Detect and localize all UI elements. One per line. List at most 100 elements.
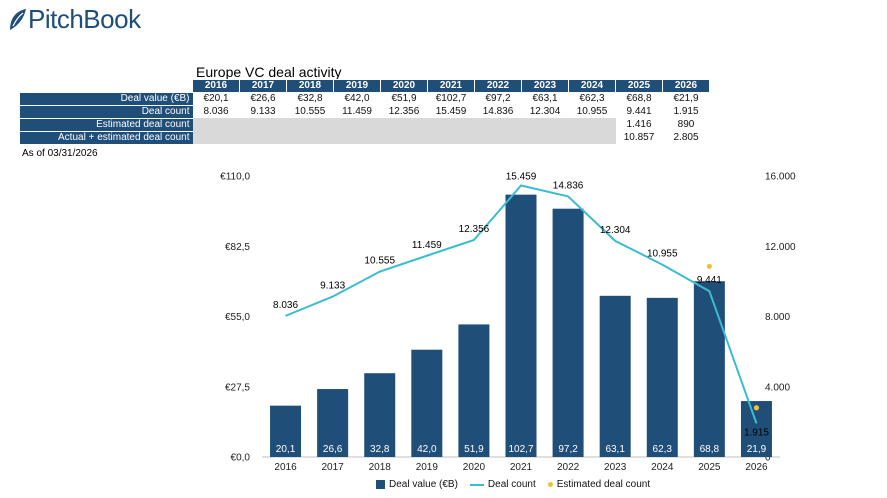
table-cell: €62,3	[568, 92, 616, 105]
right-axis-tick-label: 12.000	[765, 242, 796, 253]
row-label: Estimated deal count	[20, 118, 193, 132]
bar-value-label: 32,8	[370, 444, 390, 455]
table-cell: 10.857	[615, 131, 663, 144]
table-cell	[474, 118, 522, 131]
right-axis-tick-label: 4.000	[765, 382, 790, 393]
legend-label: Estimated deal count	[556, 479, 651, 490]
year-header: 2021	[427, 79, 475, 93]
line-value-label: 12.356	[459, 224, 490, 235]
year-header: 2026	[662, 79, 710, 93]
line-value-label: 14.836	[553, 180, 584, 191]
table-cell: 10.955	[568, 105, 616, 118]
table-cell	[474, 131, 522, 144]
bar-deal-value	[552, 208, 584, 457]
table-cell: €102,7	[427, 92, 475, 105]
scatter-point-estimated-deal-count	[706, 263, 712, 269]
row-label: Actual + estimated deal count	[20, 131, 193, 145]
summary-table: 2016 2017 2018 2019 2020 2021 2022 2023 …	[20, 79, 710, 145]
bar-value-label: 102,7	[508, 444, 533, 455]
table-cell: 2.805	[662, 131, 710, 144]
left-axis-tick-label: €27,5	[225, 382, 250, 393]
table-cell: 12.304	[521, 105, 569, 118]
as-of-date: As of 03/31/2026	[22, 148, 98, 159]
bar-deal-value	[364, 373, 396, 457]
legend-item-deal-count: Deal count	[469, 479, 536, 490]
table-cell: 1.915	[662, 105, 710, 118]
bar-swatch-icon	[376, 480, 385, 489]
bar-deal-value	[599, 295, 631, 457]
line-value-label: 1.915	[744, 427, 769, 438]
bar-deal-value	[505, 194, 537, 457]
row-label: Deal count	[20, 105, 193, 119]
table-cell: 11.459	[333, 105, 381, 118]
table-cell	[239, 118, 287, 131]
x-axis-tick-label: 2017	[322, 462, 345, 473]
table-cell: 10.555	[286, 105, 334, 118]
bar-value-label: 68,8	[700, 444, 720, 455]
table-cell: 8.036	[192, 105, 240, 118]
table-cell	[192, 131, 240, 144]
table-row: Deal count 8.036 9.133 10.555 11.459 12.356 15…	[20, 105, 710, 119]
table-cell	[427, 131, 475, 144]
pitchbook-leaf-icon	[10, 8, 26, 30]
bar-value-label: 26,6	[323, 444, 343, 455]
scatter-point-estimated-deal-count	[753, 405, 760, 411]
right-axis-tick-label: 8.000	[765, 312, 790, 323]
left-axis-tick-label: €55,0	[225, 312, 250, 323]
table-cell: €68,8	[615, 92, 663, 105]
bar-deal-value	[411, 349, 443, 457]
table-cell: €97,2	[474, 92, 522, 105]
line-value-label: 10.555	[364, 256, 395, 267]
x-axis-tick-label: 2018	[369, 462, 392, 473]
table-cell	[521, 131, 569, 144]
table-cell	[239, 131, 287, 144]
bar-value-label: 97,2	[558, 444, 578, 455]
line-value-label: 11.459	[412, 240, 442, 251]
bar-value-label: 62,3	[653, 444, 673, 455]
bar-deal-value	[646, 297, 678, 457]
table-row: Deal value (€B) €20,1 €26,6 €32,8 €42,0 €51,9…	[20, 92, 710, 106]
line-value-label: 10.955	[647, 249, 678, 260]
year-header: 2018	[286, 79, 334, 93]
bar-deal-value	[317, 389, 349, 457]
brand-name: PitchBook	[28, 4, 141, 34]
table-cell	[333, 131, 381, 144]
table-cell	[521, 118, 569, 131]
table-cell: €20,1	[192, 92, 240, 105]
bar-deal-value	[270, 405, 302, 457]
table-cell	[568, 118, 616, 131]
table-cell: €51,9	[380, 92, 428, 105]
right-axis-tick-label: 16.000	[765, 172, 796, 183]
right-axis-tick-label: 0	[765, 453, 771, 464]
table-cell: 1.416	[615, 118, 663, 131]
year-header: 2024	[568, 79, 616, 93]
table-cell: €42,0	[333, 92, 381, 105]
table-row: Estimated deal count 1.416 890	[20, 118, 710, 132]
left-axis-tick-label: €0,0	[231, 453, 251, 464]
bar-deal-value	[458, 324, 490, 457]
table-cell	[286, 131, 334, 144]
line-value-label: 12.304	[600, 225, 631, 236]
table-cell	[333, 118, 381, 131]
table-cell	[568, 131, 616, 144]
left-axis-tick-label: €82,5	[225, 242, 250, 253]
bar-value-label: 42,0	[417, 444, 437, 455]
table-cell	[427, 118, 475, 131]
x-axis-tick-label: 2022	[557, 462, 580, 473]
line-swatch-icon	[469, 483, 484, 486]
table-cell	[286, 118, 334, 131]
year-header: 2016	[192, 79, 240, 93]
line-value-label: 9.441	[697, 275, 722, 286]
line-value-label: 9.133	[320, 281, 345, 292]
bar-value-label: 21,9	[747, 444, 767, 455]
x-axis-tick-label: 2016	[274, 462, 297, 473]
bar-value-label: 20,1	[276, 444, 296, 455]
year-header: 2025	[615, 79, 663, 93]
table-cell: €26,6	[239, 92, 287, 105]
legend-item-deal-value: Deal value (€B)	[376, 479, 458, 490]
bar-deal-value	[740, 401, 772, 457]
bar-value-label: 51,9	[464, 444, 484, 455]
legend-label: Deal value (€B)	[389, 479, 458, 490]
line-value-label: 15.459	[506, 172, 537, 183]
